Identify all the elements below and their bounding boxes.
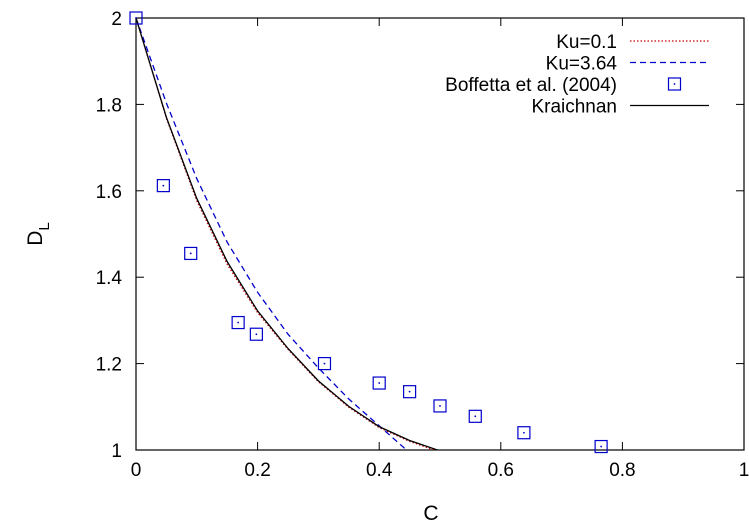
data-point bbox=[468, 409, 482, 423]
data-point bbox=[231, 315, 245, 330]
svg-text:DL: DL bbox=[24, 222, 53, 246]
y-axis-label-subscript: L bbox=[36, 222, 53, 230]
legend-entry: Boffetta et al. (2004) bbox=[445, 75, 682, 96]
x-tick-label: 0.6 bbox=[488, 460, 514, 481]
x-tick-label: 0.2 bbox=[244, 460, 270, 481]
series-line-3 bbox=[136, 18, 440, 450]
legend-label: Ku=3.64 bbox=[546, 54, 618, 75]
x-tick-label: 0.8 bbox=[609, 460, 635, 481]
data-point bbox=[129, 11, 143, 25]
data-point bbox=[317, 357, 332, 371]
y-tick-label: 1.4 bbox=[96, 268, 123, 289]
y-tick-label: 1.2 bbox=[96, 355, 122, 376]
data-point bbox=[156, 179, 170, 193]
x-tick-label: 0.4 bbox=[366, 460, 393, 481]
y-tick-label: 1.6 bbox=[96, 182, 122, 203]
y-tick-label: 1 bbox=[111, 441, 122, 462]
data-point bbox=[372, 376, 386, 390]
x-axis-ticks: 0 0.2 0.4 0.6 0.8 1 bbox=[131, 18, 749, 481]
legend-entry: Ku=0.1 bbox=[556, 32, 709, 53]
legend-label: Ku=0.1 bbox=[556, 32, 617, 53]
y-axis-ticks: 1 1.2 1.4 1.6 1.8 2 bbox=[96, 9, 744, 462]
marker-layer bbox=[129, 11, 608, 454]
y-axis-label: DL bbox=[24, 222, 53, 246]
data-point bbox=[433, 399, 447, 413]
legend-entry: Ku=3.64 bbox=[546, 54, 709, 75]
series-layer bbox=[136, 18, 440, 450]
data-point bbox=[403, 385, 417, 399]
series-line-1 bbox=[136, 18, 407, 450]
data-point bbox=[249, 327, 263, 341]
plot-frame bbox=[135, 17, 745, 451]
legend-swatch bbox=[667, 77, 682, 91]
y-axis-label-main: D bbox=[24, 231, 47, 246]
series-line-0 bbox=[136, 18, 436, 450]
y-tick-label: 2 bbox=[111, 9, 122, 30]
data-point bbox=[517, 426, 531, 440]
legend-label: Boffetta et al. (2004) bbox=[445, 75, 617, 96]
legend-label: Kraichnan bbox=[531, 97, 617, 118]
x-tick-label: 0 bbox=[131, 460, 142, 481]
data-point bbox=[184, 246, 198, 261]
x-axis-label: C bbox=[423, 502, 438, 525]
x-tick-label: 1 bbox=[739, 460, 749, 481]
legend-entry: Kraichnan bbox=[531, 97, 709, 118]
y-tick-label: 1.8 bbox=[96, 95, 122, 116]
data-point bbox=[594, 439, 608, 454]
